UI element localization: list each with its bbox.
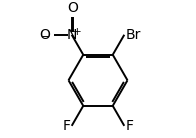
Text: F: F [63, 119, 70, 133]
Text: +: + [73, 26, 82, 37]
Text: Br: Br [126, 28, 141, 42]
Text: F: F [126, 119, 133, 133]
Text: O: O [67, 1, 78, 15]
Text: −: − [41, 32, 50, 42]
Text: N: N [66, 28, 77, 42]
Text: O: O [40, 28, 51, 42]
